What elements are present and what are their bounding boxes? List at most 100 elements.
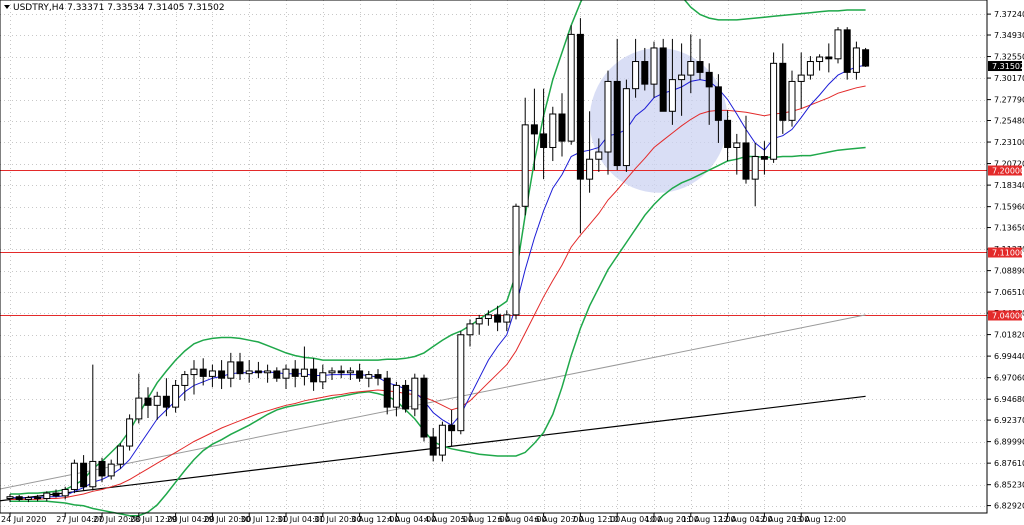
time-tick-label: 29 Jul 20:00: [203, 515, 251, 524]
candle-body: [687, 61, 695, 76]
candle-body: [825, 56, 833, 60]
candle-body: [659, 47, 667, 112]
horizontal-levels[interactable]: [0, 170, 987, 316]
candle: [153, 391, 161, 420]
candle: [15, 494, 23, 502]
candle-body: [705, 71, 713, 88]
candle: [494, 305, 502, 332]
time-tick-label: 6 Aug 04:00: [498, 515, 547, 524]
candle-body: [751, 156, 759, 180]
candle-body: [392, 384, 400, 408]
candle: [825, 43, 833, 73]
level-price-label: 7.04000: [992, 312, 1024, 321]
candle-body: [788, 80, 796, 121]
candle-body: [61, 488, 69, 497]
candle: [687, 34, 695, 94]
candle: [576, 18, 584, 234]
candle: [245, 360, 253, 383]
candle-body: [816, 56, 824, 63]
candle: [484, 310, 492, 326]
candle: [402, 380, 410, 413]
candle: [52, 489, 60, 498]
time-tick-label: 10 Aug 20:00: [645, 515, 699, 524]
candle: [714, 74, 722, 143]
time-tick-label: 4 Aug 20:00: [424, 515, 473, 524]
price-tick-label: 7.15960: [994, 203, 1024, 212]
long-ma-gray-line: [0, 314, 866, 490]
candle: [273, 367, 281, 382]
candle: [659, 38, 667, 112]
candle-body: [300, 368, 308, 377]
candle-body: [144, 397, 152, 406]
candle: [126, 414, 134, 451]
candle-body: [107, 463, 115, 477]
candle-body: [806, 61, 814, 76]
time-tick-label: 5 Aug 12:00: [461, 515, 510, 524]
price-tags: 7.20000 7.11000 7.04000 7.31502: [988, 61, 1024, 321]
candle: [466, 319, 474, 347]
candle-body: [98, 460, 106, 477]
time-tick-label: 12 Aug 04:00: [719, 515, 773, 524]
candle: [374, 369, 382, 386]
bollinger-upper-line: [10, 0, 866, 495]
price-tick-label: 7.37240: [994, 10, 1024, 19]
time-tick-label: 31 Jul 20:00: [314, 515, 362, 524]
level-price-label: 7.20000: [992, 167, 1024, 176]
candle: [80, 455, 88, 491]
candle: [218, 360, 226, 390]
candle-body: [236, 361, 244, 375]
candle: [43, 491, 51, 502]
candle-body: [429, 436, 437, 456]
time-tick-label: 6 Aug 20:00: [535, 515, 584, 524]
candle-body: [337, 370, 345, 374]
candle: [770, 52, 778, 163]
ma-slow-line: [10, 85, 866, 500]
candle-body: [613, 80, 621, 167]
candle: [797, 52, 805, 109]
level-price-tag: [988, 165, 1022, 176]
price-tick-label: 7.18340: [994, 181, 1024, 190]
candle: [429, 427, 437, 462]
candle: [834, 27, 842, 64]
candle-body: [641, 61, 649, 85]
price-tick-label: 7.06510: [994, 288, 1024, 297]
candle: [760, 141, 768, 175]
price-tick-label: 6.92370: [994, 416, 1024, 425]
candle-body: [668, 79, 676, 112]
candle-body: [383, 377, 391, 408]
candle: [668, 38, 676, 125]
candle-body: [622, 88, 630, 167]
candle: [641, 47, 649, 91]
candle: [632, 38, 640, 98]
candle-body: [466, 323, 474, 336]
candle-body: [843, 29, 851, 73]
symbol-header: USDTRY,H4 7.33371 7.33534 7.31405 7.3150…: [4, 3, 225, 13]
candle: [567, 25, 575, 145]
candle: [613, 38, 621, 171]
candle: [604, 70, 612, 175]
candle: [116, 443, 124, 469]
candle-body: [632, 61, 640, 90]
current-price-tag: [988, 61, 1022, 72]
candle-body: [126, 418, 134, 447]
price-tick-label: 6.82920: [994, 502, 1024, 511]
candle: [696, 38, 704, 80]
time-tick-label: 12 Aug 20:00: [755, 515, 809, 524]
candle: [89, 364, 97, 491]
candle-body: [135, 397, 143, 420]
candle-body: [558, 113, 566, 142]
price-tick-label: 6.89990: [994, 438, 1024, 447]
candle: [558, 93, 566, 157]
candle-body: [6, 496, 14, 500]
triangle-down-icon[interactable]: [4, 5, 10, 9]
candle-body: [346, 370, 354, 374]
price-tick-label: 7.01820: [994, 331, 1024, 340]
candle: [788, 70, 796, 127]
candle-body: [595, 151, 603, 160]
level-price-tag: [988, 310, 1022, 321]
candle-body: [733, 142, 741, 148]
candle-body: [208, 370, 216, 377]
